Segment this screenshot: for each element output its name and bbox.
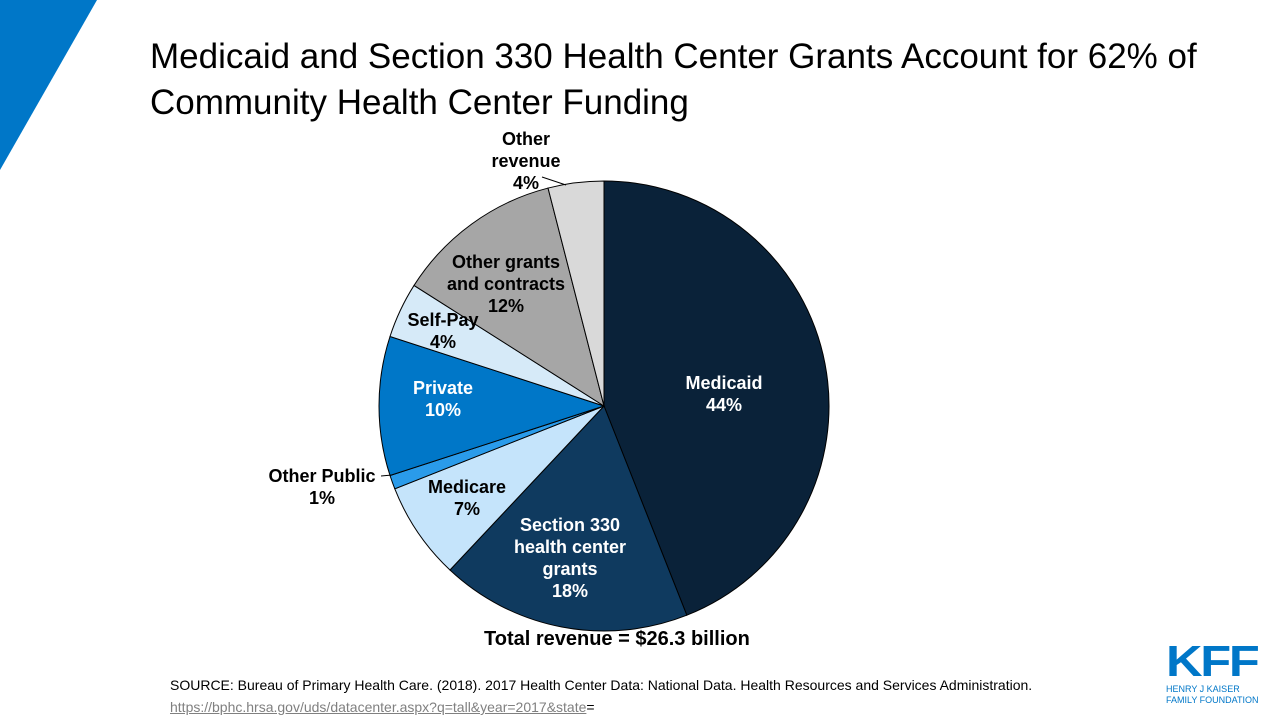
slice-label: Private 10% [413, 377, 473, 421]
slice-label-line: Medicaid [685, 373, 763, 393]
logo-line-2: FAMILY FOUNDATION [1166, 695, 1259, 705]
slice-label-line: Other Public [268, 466, 376, 486]
slice-label-line: 44% [705, 395, 743, 415]
slice-label-line: 12% [487, 296, 525, 316]
slice-label-line: 18% [551, 581, 589, 601]
slice-label-line: grants [542, 559, 598, 579]
slice-label: Other Public 1% [268, 465, 375, 509]
slice-label-line: 7% [453, 499, 481, 519]
corner-accent-triangle [0, 0, 97, 170]
slice-label-line: Private [412, 378, 474, 398]
slice-label-line: 10% [424, 400, 462, 420]
chart-title: Medicaid and Section 330 Health Center G… [150, 37, 1197, 122]
source-link[interactable]: https://bphc.hrsa.gov/uds/datacenter.asp… [170, 699, 587, 715]
pie-slice-other-revenue [547, 180, 605, 407]
slice-label: Self-Pay 4% [407, 309, 478, 353]
leader-line [541, 176, 567, 186]
source-note: SOURCE: Bureau of Primary Health Care. (… [170, 674, 1160, 718]
logo-line-1: HENRY J KAISER [1166, 684, 1240, 694]
slice-label-line: 4% [429, 332, 457, 352]
slice-label: Medicaid 44% [685, 372, 762, 416]
slice-label-line: Section 330 [519, 515, 621, 535]
slice-label-line: 4% [512, 173, 540, 193]
slice-label-line: 1% [308, 488, 336, 508]
pie-slice-medicaid [603, 180, 830, 616]
slice-label-line: Medicare [427, 477, 507, 497]
slice-label-line: health center [513, 537, 627, 557]
pie-slice-section-330-health-center-grants [449, 405, 688, 632]
slice-label: Other grants and contracts 12% [447, 251, 565, 317]
total-revenue-annotation: Total revenue = $26.3 billion [484, 628, 750, 650]
pie-slice-private [378, 335, 606, 477]
leader-line [380, 474, 393, 477]
slice-label: Medicare 7% [428, 476, 506, 520]
slice-label-line: Self-Pay [407, 310, 479, 330]
slice-label-line: revenue [491, 151, 561, 171]
slice-label: Other revenue 4% [491, 128, 560, 194]
slice-label-line: and contracts [446, 274, 566, 294]
source-text: SOURCE: Bureau of Primary Health Care. (… [170, 677, 1033, 693]
logo-mark: KFF [1166, 637, 1260, 686]
kff-logo: KFF HENRY J KAISER FAMILY FOUNDATION [1166, 640, 1260, 706]
slice-label-line: Other grants [451, 252, 561, 272]
slice-label-line: Other [501, 129, 551, 149]
pie-slice-other-grants-and-contracts [413, 187, 605, 408]
source-suffix: = [586, 699, 595, 715]
slice-label: Section 330 health center grants 18% [514, 514, 626, 602]
